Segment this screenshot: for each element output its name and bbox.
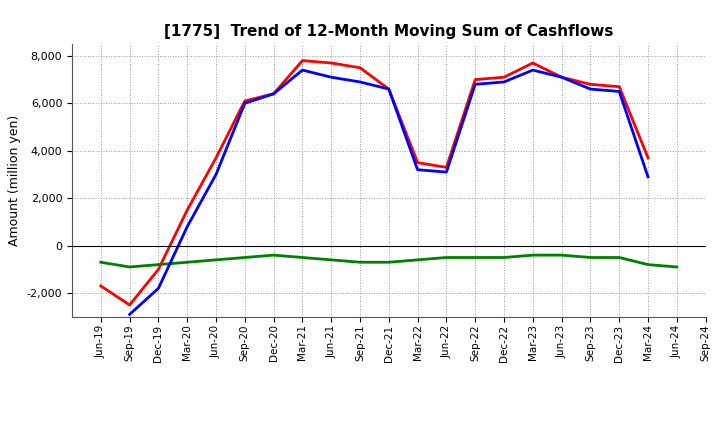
Free Cashflow	[327, 74, 336, 80]
Free Cashflow	[528, 67, 537, 73]
Free Cashflow	[586, 86, 595, 92]
Free Cashflow	[154, 286, 163, 291]
Investing Cashflow	[384, 260, 393, 265]
Investing Cashflow	[240, 255, 249, 260]
Operating Cashflow	[96, 283, 105, 289]
Operating Cashflow	[557, 74, 566, 80]
Y-axis label: Amount (million yen): Amount (million yen)	[8, 115, 21, 246]
Operating Cashflow	[586, 82, 595, 87]
Operating Cashflow	[212, 155, 220, 161]
Free Cashflow	[212, 172, 220, 177]
Free Cashflow	[240, 101, 249, 106]
Operating Cashflow	[269, 91, 278, 96]
Line: Operating Cashflow: Operating Cashflow	[101, 61, 648, 305]
Operating Cashflow	[413, 160, 422, 165]
Investing Cashflow	[557, 253, 566, 258]
Operating Cashflow	[644, 155, 652, 161]
Free Cashflow	[500, 79, 508, 84]
Investing Cashflow	[356, 260, 364, 265]
Operating Cashflow	[528, 60, 537, 66]
Operating Cashflow	[154, 267, 163, 272]
Investing Cashflow	[586, 255, 595, 260]
Investing Cashflow	[413, 257, 422, 263]
Operating Cashflow	[442, 165, 451, 170]
Operating Cashflow	[615, 84, 624, 89]
Free Cashflow	[442, 169, 451, 175]
Investing Cashflow	[615, 255, 624, 260]
Investing Cashflow	[269, 253, 278, 258]
Free Cashflow	[356, 79, 364, 84]
Investing Cashflow	[212, 257, 220, 263]
Free Cashflow	[615, 89, 624, 94]
Investing Cashflow	[644, 262, 652, 267]
Line: Investing Cashflow: Investing Cashflow	[101, 255, 677, 267]
Investing Cashflow	[442, 255, 451, 260]
Free Cashflow	[125, 312, 134, 317]
Free Cashflow	[298, 67, 307, 73]
Operating Cashflow	[500, 74, 508, 80]
Free Cashflow	[413, 167, 422, 172]
Free Cashflow	[644, 174, 652, 180]
Investing Cashflow	[154, 262, 163, 267]
Free Cashflow	[384, 86, 393, 92]
Free Cashflow	[471, 82, 480, 87]
Operating Cashflow	[327, 60, 336, 66]
Operating Cashflow	[384, 86, 393, 92]
Operating Cashflow	[240, 98, 249, 103]
Investing Cashflow	[183, 260, 192, 265]
Investing Cashflow	[672, 264, 681, 270]
Free Cashflow	[557, 74, 566, 80]
Investing Cashflow	[528, 253, 537, 258]
Investing Cashflow	[125, 264, 134, 270]
Operating Cashflow	[298, 58, 307, 63]
Investing Cashflow	[96, 260, 105, 265]
Investing Cashflow	[471, 255, 480, 260]
Free Cashflow	[269, 91, 278, 96]
Investing Cashflow	[327, 257, 336, 263]
Line: Free Cashflow: Free Cashflow	[130, 70, 648, 315]
Operating Cashflow	[356, 65, 364, 70]
Title: [1775]  Trend of 12-Month Moving Sum of Cashflows: [1775] Trend of 12-Month Moving Sum of C…	[164, 24, 613, 39]
Operating Cashflow	[125, 302, 134, 308]
Investing Cashflow	[500, 255, 508, 260]
Operating Cashflow	[183, 207, 192, 213]
Free Cashflow	[183, 224, 192, 229]
Operating Cashflow	[471, 77, 480, 82]
Investing Cashflow	[298, 255, 307, 260]
